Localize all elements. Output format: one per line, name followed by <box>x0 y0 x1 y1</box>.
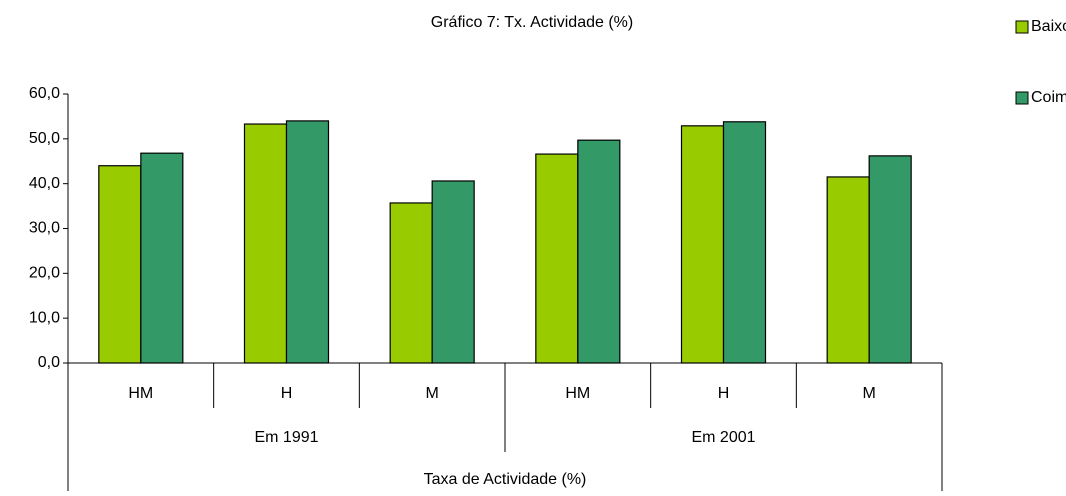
bar <box>722 121 767 364</box>
x-tick-label: H <box>281 385 293 402</box>
bar <box>140 152 184 364</box>
group-label: Em 1991 <box>254 429 318 446</box>
x-tick-label: H <box>718 385 730 402</box>
bar <box>389 202 433 364</box>
y-tick-label: 0,0 <box>38 354 60 371</box>
y-tick-label: 20,0 <box>29 265 60 282</box>
bar <box>98 165 142 364</box>
legend-label: Coimbra <box>1031 89 1066 106</box>
bar <box>431 180 475 364</box>
bar <box>535 153 579 364</box>
x-tick-label: M <box>863 385 876 402</box>
x-tick-label: HM <box>565 385 590 402</box>
y-tick-label: 60,0 <box>29 85 60 102</box>
x-axis-label: Taxa de Actividade (%) <box>424 471 587 488</box>
legend-swatch <box>1015 20 1029 34</box>
y-tick-label: 50,0 <box>29 130 60 147</box>
bar <box>243 123 288 364</box>
x-tick-label: HM <box>128 385 153 402</box>
legend-swatch <box>1015 91 1029 105</box>
bar <box>680 125 725 364</box>
chart-title: Gráfico 7: Tx. Actividade (%) <box>431 14 633 31</box>
bar <box>868 155 912 364</box>
bar <box>826 176 870 364</box>
legend-label: Baixo Mondego <box>1031 18 1066 35</box>
bar <box>285 120 330 364</box>
x-tick-label: M <box>426 385 439 402</box>
y-tick-label: 40,0 <box>29 175 60 192</box>
y-tick-label: 10,0 <box>29 309 60 326</box>
bar <box>577 139 621 364</box>
group-label: Em 2001 <box>691 429 755 446</box>
y-tick-label: 30,0 <box>29 220 60 237</box>
